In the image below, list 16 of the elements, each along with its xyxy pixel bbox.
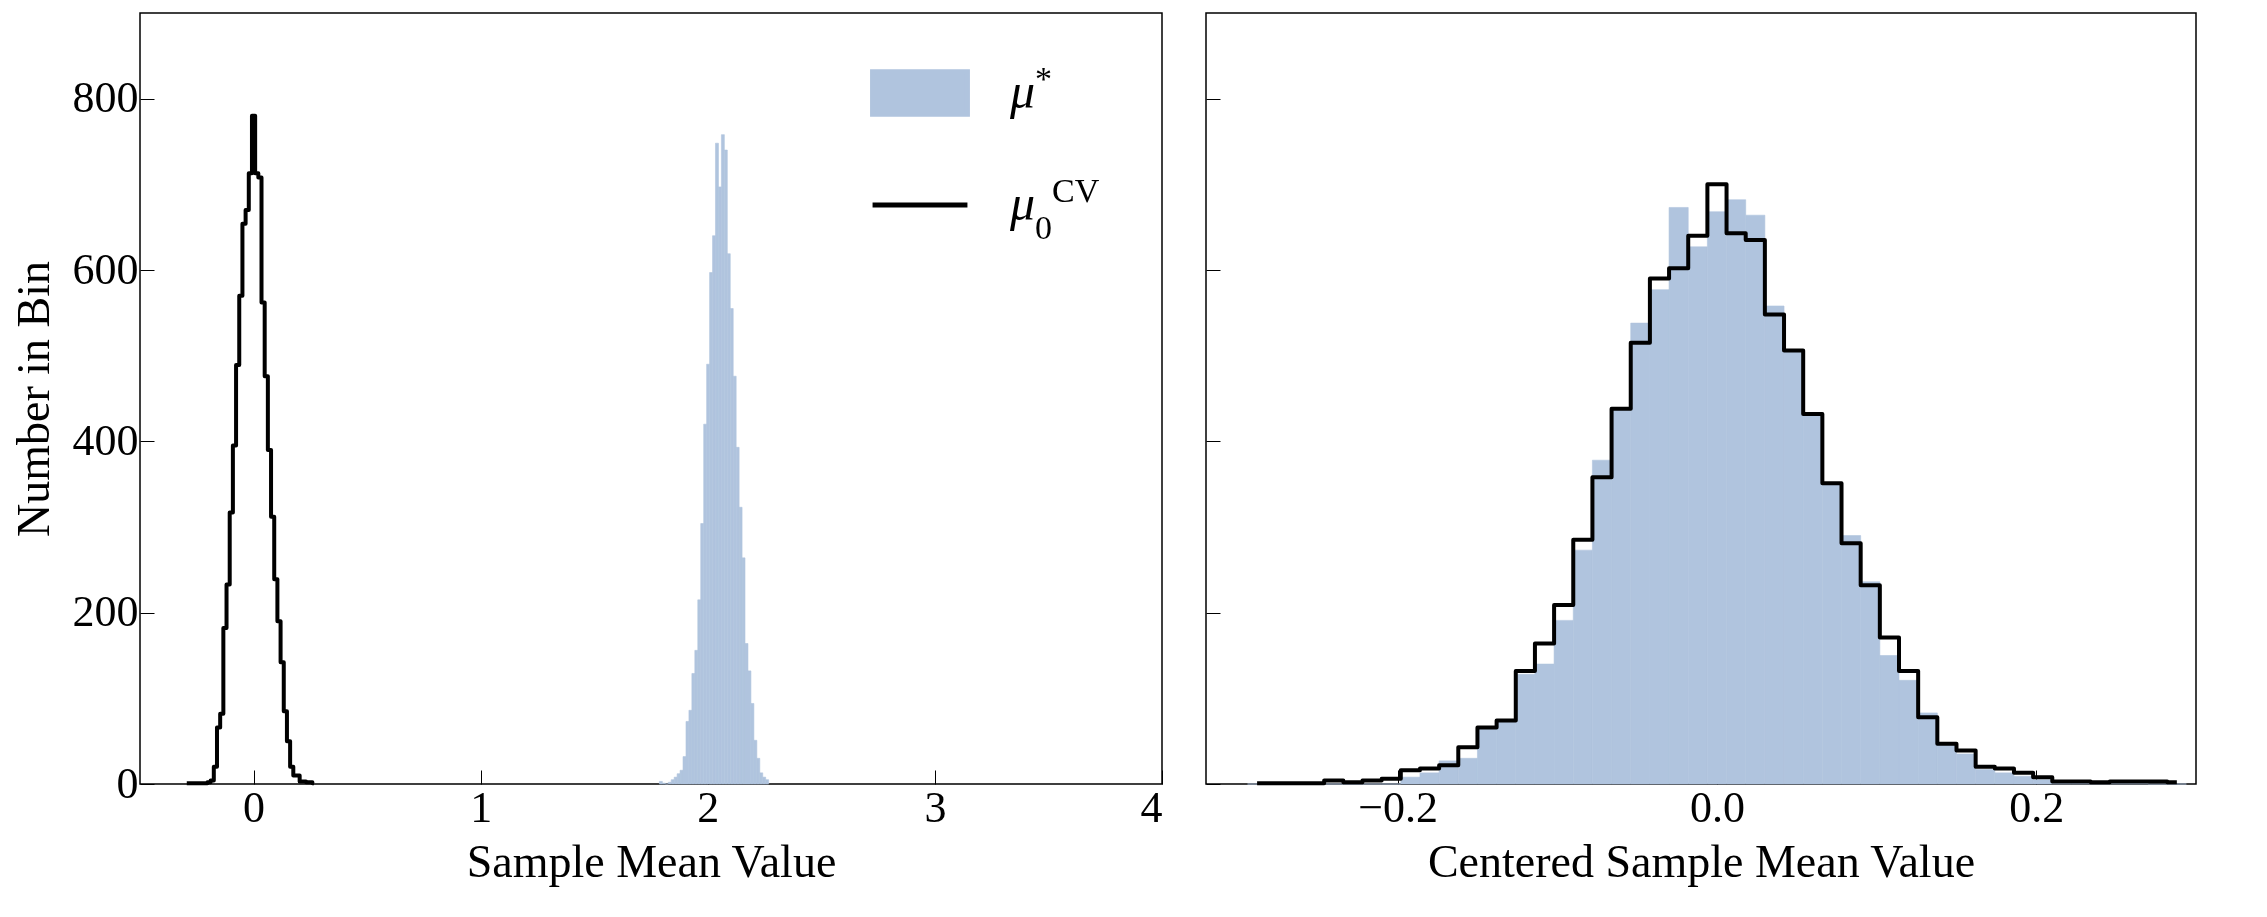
y-tick-label: 200 — [72, 587, 139, 637]
x-tick-label: 0 — [243, 782, 266, 832]
legend-label: μ$^{*}$ — [1009, 59, 1053, 119]
x-axis-title: Centered Sample Mean Value — [1427, 835, 1976, 887]
y-tick-label: 400 — [72, 415, 139, 465]
y-tick-label: 800 — [72, 73, 139, 123]
y-tick-label: 600 — [72, 244, 139, 294]
x-tick-label: 4 — [1140, 782, 1163, 832]
x-tick-label: 0.2 — [2009, 782, 2065, 832]
x-tick-label: −0.2 — [1358, 782, 1439, 832]
x-tick-label: 3 — [924, 782, 947, 832]
y-axis-title: Number in Bin — [7, 261, 59, 537]
x-tick-label: 0.0 — [1689, 782, 1745, 832]
x-axis-title: Sample Mean Value — [466, 835, 837, 887]
x-tick-label: 1 — [470, 782, 493, 832]
x-tick-label: 2 — [697, 782, 720, 832]
